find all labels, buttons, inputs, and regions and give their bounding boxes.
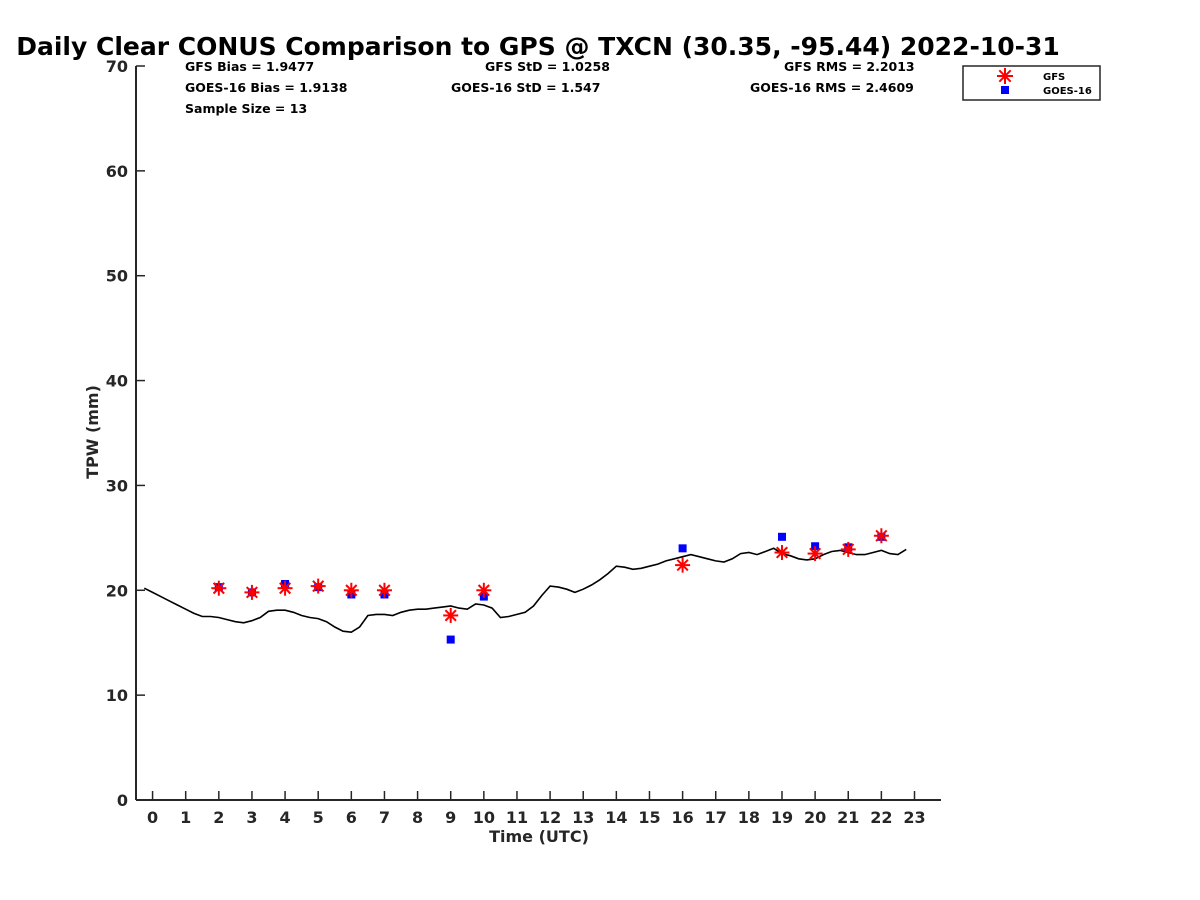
gfs-point xyxy=(376,582,392,598)
x-tick-label: 8 xyxy=(412,808,423,827)
x-tick-label: 13 xyxy=(572,808,594,827)
x-tick-label: 12 xyxy=(539,808,561,827)
x-tick-label: 10 xyxy=(473,808,495,827)
legend-box xyxy=(962,65,1101,101)
gfs-point xyxy=(443,607,459,623)
x-tick-label: 18 xyxy=(738,808,760,827)
x-tick-label: 23 xyxy=(903,808,925,827)
x-tick-label: 20 xyxy=(804,808,826,827)
gfs-point xyxy=(675,557,691,573)
stats-block: GFS Bias = 1.9477 GFS StD = 1.0258 GFS R… xyxy=(185,59,915,116)
x-tick-label: 21 xyxy=(837,808,859,827)
x-ticks: 0 1 2 3 4 5 6 7 8 9 10 11 12 13 14 15 16 17 18 19 20 21 22 23 xyxy=(147,791,926,827)
chart-title: Daily Clear CONUS Comparison to GPS @ TX… xyxy=(16,32,1060,61)
goes16-point xyxy=(777,532,786,541)
legend-goes-label: GOES-16 xyxy=(1043,86,1092,97)
stat-gfs-bias: GFS Bias = 1.9477 xyxy=(185,59,314,74)
stat-goes-bias: GOES-16 Bias = 1.9138 xyxy=(185,80,347,95)
x-tick-label: 19 xyxy=(771,808,793,827)
goes16-point xyxy=(678,544,687,553)
x-tick-label: 11 xyxy=(506,808,528,827)
y-tick-label: 60 xyxy=(106,162,128,181)
y-tick-label: 20 xyxy=(106,581,128,600)
x-axis-label: Time (UTC) xyxy=(489,827,589,846)
stat-gfs-rms: GFS RMS = 2.2013 xyxy=(784,59,915,74)
y-ticks: 0 10 20 30 40 50 60 70 xyxy=(106,57,145,810)
gfs-point xyxy=(310,578,326,594)
goes16-point xyxy=(446,635,455,644)
gfs-point xyxy=(343,582,359,598)
gfs-point xyxy=(873,528,889,544)
x-tick-label: 3 xyxy=(246,808,257,827)
x-tick-label: 6 xyxy=(346,808,357,827)
y-tick-label: 30 xyxy=(106,476,128,495)
y-tick-label: 70 xyxy=(106,57,128,76)
y-axis-label: TPW (mm) xyxy=(83,385,102,479)
x-tick-label: 2 xyxy=(213,808,224,827)
x-tick-label: 22 xyxy=(870,808,892,827)
y-tick-label: 50 xyxy=(106,267,128,286)
series-layer xyxy=(143,528,907,644)
x-tick-label: 16 xyxy=(671,808,693,827)
y-tick-label: 10 xyxy=(106,686,128,705)
y-tick-label: 40 xyxy=(106,372,128,391)
legend-gfs-label: GFS xyxy=(1043,72,1065,83)
x-tick-label: 14 xyxy=(605,808,627,827)
x-tick-label: 9 xyxy=(445,808,456,827)
stat-sample-size: Sample Size = 13 xyxy=(185,101,307,116)
gfs-point xyxy=(476,582,492,598)
gfs-point xyxy=(211,580,227,596)
x-tick-label: 7 xyxy=(379,808,390,827)
gfs-point xyxy=(840,541,856,557)
gfs-point xyxy=(244,584,260,600)
stat-goes-rms: GOES-16 RMS = 2.4609 xyxy=(750,80,914,95)
x-tick-label: 5 xyxy=(313,808,324,827)
gps-line xyxy=(143,547,907,634)
plot-area: 0 1 2 3 4 5 6 7 8 9 10 11 12 13 14 15 16 17 18 19 20 21 22 23 0… xyxy=(106,57,941,827)
gfs-point xyxy=(774,545,790,561)
x-tick-label: 15 xyxy=(638,808,660,827)
legend: GFS GOES-16 xyxy=(962,65,1101,101)
stat-goes-std: GOES-16 StD = 1.547 xyxy=(451,80,600,95)
gfs-point xyxy=(807,546,823,562)
x-tick-label: 4 xyxy=(280,808,291,827)
gfs-point xyxy=(277,580,293,596)
y-tick-label: 0 xyxy=(117,791,128,810)
legend-goes-marker xyxy=(1001,86,1009,94)
x-tick-label: 0 xyxy=(147,808,158,827)
x-tick-label: 17 xyxy=(705,808,727,827)
stat-gfs-std: GFS StD = 1.0258 xyxy=(485,59,610,74)
legend-gfs-marker xyxy=(997,68,1013,84)
x-tick-label: 1 xyxy=(180,808,191,827)
